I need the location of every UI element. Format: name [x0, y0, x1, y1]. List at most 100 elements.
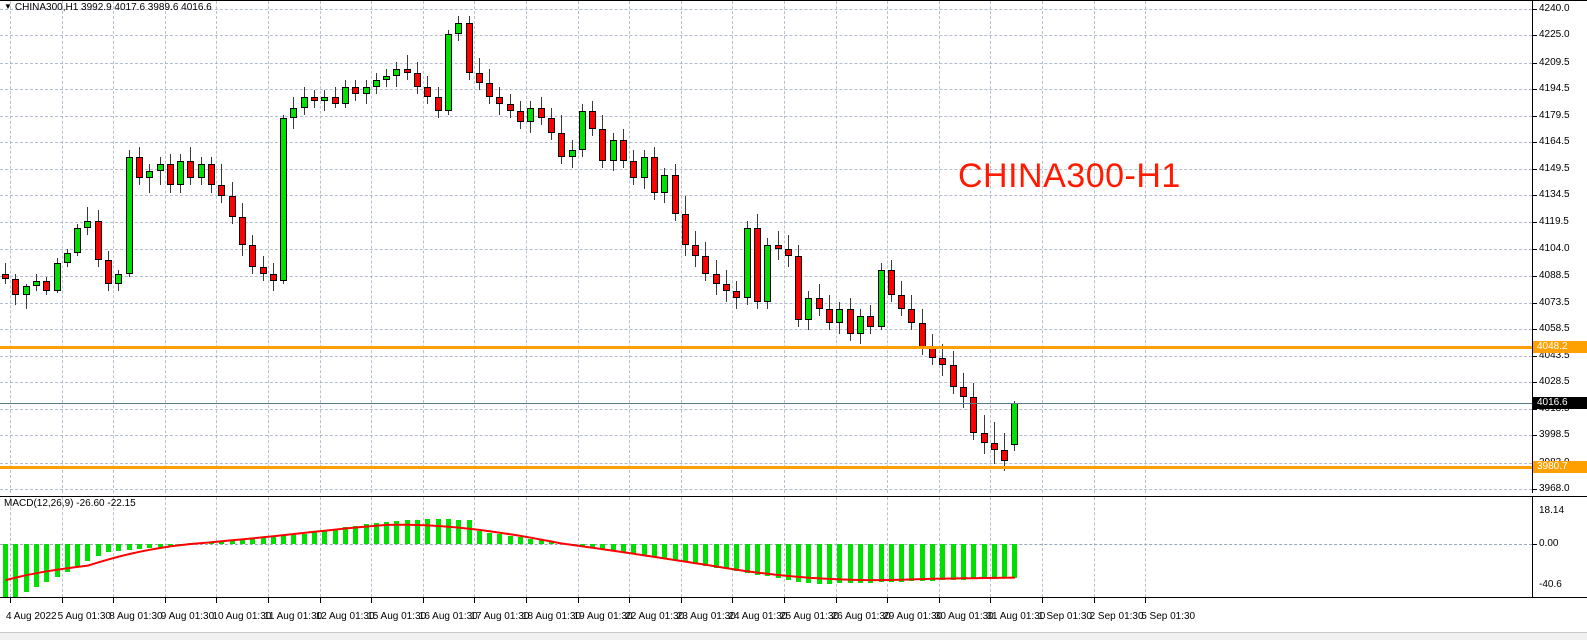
candle-body-bearish	[269, 273, 277, 281]
time-axis-tick	[1042, 598, 1043, 603]
candle-body-bearish	[424, 86, 432, 98]
macd-histogram-bar	[621, 544, 626, 553]
time-gridline	[887, 1, 889, 493]
time-gridline	[422, 497, 424, 597]
candlestick	[280, 1, 288, 493]
price-axis-label: 4073.5	[1539, 296, 1570, 308]
price-gridline	[0, 408, 1532, 410]
candle-wick	[221, 164, 223, 204]
candlestick	[311, 1, 318, 493]
candlestick	[723, 1, 730, 493]
candle-body-bullish	[321, 97, 329, 101]
macd-axis[interactable]: 18.14 0.00 -40.6	[1533, 496, 1587, 597]
time-axis-label: 4 Aug 2022	[6, 611, 57, 622]
macd-histogram-bar	[106, 544, 111, 552]
price-axis-tick	[1533, 382, 1537, 384]
time-axis-tick	[577, 598, 579, 603]
candlestick	[578, 1, 586, 493]
candlestick	[156, 1, 164, 493]
macd-histogram-bar	[590, 544, 596, 548]
macd-pane[interactable]: MACD(12,26,9) -26.60 -22.15	[0, 496, 1533, 603]
candle-body-bearish	[94, 220, 102, 260]
macd-histogram-bar	[95, 544, 101, 556]
candle-body-bearish	[166, 164, 174, 186]
price-gridline	[0, 62, 1532, 64]
candle-body-bearish	[692, 245, 700, 257]
candle-body-bearish	[733, 291, 741, 299]
candlestick	[939, 1, 947, 493]
candle-body-bearish	[723, 284, 730, 292]
candlestick	[527, 1, 535, 493]
candle-wick	[5, 263, 6, 285]
candlestick	[990, 1, 998, 493]
price-axis-tick	[1533, 355, 1537, 357]
time-gridline	[732, 1, 734, 493]
candle-body-bullish	[383, 76, 391, 80]
time-axis-label: 30 Aug 01:30	[934, 611, 994, 622]
macd-histogram-bar	[456, 519, 462, 544]
macd-histogram-bar	[116, 544, 122, 551]
candle-body-bearish	[208, 164, 215, 186]
candlestick	[712, 1, 720, 493]
triangle-down-icon[interactable]: ▼	[4, 2, 12, 11]
time-axis-tick	[216, 598, 218, 603]
price-chart-pane[interactable]: CHINA300-H1	[0, 0, 1533, 493]
candle-body-bearish	[826, 309, 833, 324]
candle-body-bullish	[527, 107, 535, 122]
candlestick	[228, 1, 236, 493]
price-axis-label: 4209.5	[1539, 56, 1570, 68]
candle-body-bearish	[970, 397, 978, 433]
candlestick	[980, 1, 988, 493]
time-gridline	[164, 1, 166, 493]
candlestick	[352, 1, 360, 493]
macd-histogram-bar	[435, 519, 441, 544]
level-line-support[interactable]	[0, 465, 1532, 469]
price-gridline	[0, 35, 1532, 37]
time-axis-label: 18 Aug 01:30	[522, 611, 581, 622]
time-gridline	[268, 497, 269, 597]
macd-axis-label: 18.14	[1539, 505, 1565, 516]
price-gridline	[0, 115, 1532, 117]
macd-histogram-bar	[528, 538, 534, 544]
time-axis-label: 17 Aug 01:30	[470, 611, 530, 622]
candlestick	[784, 1, 792, 493]
level-line-resistance[interactable]	[0, 346, 1532, 350]
price-axis-label: 4058.5	[1539, 323, 1570, 335]
candle-body-bearish	[135, 157, 143, 179]
candlestick	[321, 1, 329, 493]
macd-histogram-bar	[229, 540, 235, 544]
price-axis[interactable]: 4240.0 4225.0 4209.5 4194.5 4179.5 4164.5 4149…	[1533, 0, 1587, 494]
macd-histogram-bar	[85, 544, 91, 562]
candlestick	[929, 1, 936, 493]
time-axis-tick	[422, 598, 424, 603]
time-axis-label: 15 Aug 01:30	[367, 611, 427, 622]
time-gridline	[319, 497, 321, 597]
candlestick	[475, 1, 483, 493]
candlestick	[908, 1, 916, 493]
macd-histogram-bar	[538, 540, 544, 544]
candlestick	[661, 1, 669, 493]
candle-body-bullish	[661, 174, 669, 193]
candlestick	[22, 1, 30, 493]
time-axis-tick	[526, 598, 527, 603]
candlestick	[208, 1, 215, 493]
macd-histogram-bar	[600, 544, 606, 550]
time-axis-label: 1 Sep 01:30	[1038, 611, 1092, 622]
candlestick	[166, 1, 174, 493]
price-axis-label: 4088.5	[1539, 270, 1570, 282]
candle-body-bearish	[784, 249, 792, 257]
time-gridline	[113, 1, 115, 493]
candle-body-bullish	[836, 309, 844, 324]
macd-histogram-bar	[662, 544, 668, 559]
macd-histogram-bar	[260, 537, 266, 544]
candle-body-bearish	[589, 111, 597, 129]
candle-body-bearish	[990, 443, 998, 451]
time-gridline	[680, 497, 682, 597]
candlestick	[671, 1, 679, 493]
candlestick	[620, 1, 627, 493]
macd-histogram-bar	[239, 539, 245, 544]
macd-histogram-bar	[754, 544, 760, 575]
candlestick	[177, 1, 185, 493]
price-axis-tick	[1533, 195, 1537, 197]
candle-body-bearish	[259, 266, 267, 274]
